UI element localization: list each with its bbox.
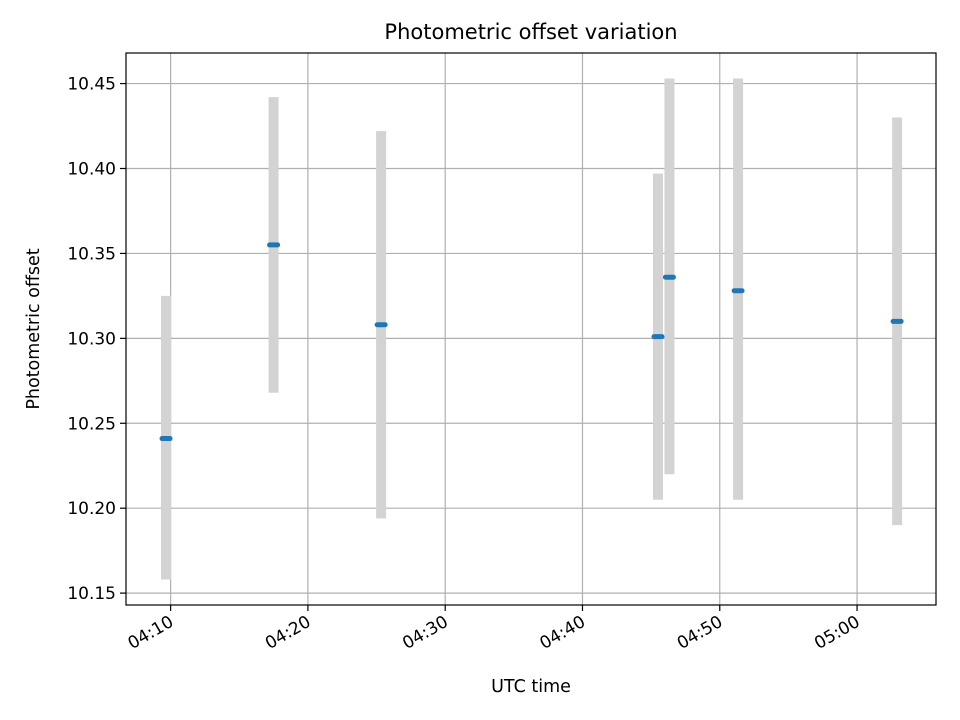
y-tick-label: 10.30 <box>67 329 116 349</box>
data-markers <box>159 242 904 442</box>
chart-title: Photometric offset variation <box>384 20 677 44</box>
y-axis-label: Photometric offset <box>24 248 44 409</box>
y-tick-label: 10.35 <box>67 244 116 264</box>
y-tick-label: 10.45 <box>67 75 116 95</box>
y-tick-label: 10.25 <box>67 414 116 434</box>
x-axis-label: UTC time <box>491 677 571 697</box>
plot-frame <box>125 52 937 606</box>
grid <box>126 53 936 605</box>
y-tick-label: 10.20 <box>67 499 116 519</box>
y-axis: 10.15 10.20 10.25 10.30 10.35 10.40 10.45 <box>67 75 126 604</box>
y-tick-label: 10.15 <box>67 584 116 604</box>
y-tick-label: 10.40 <box>67 159 116 179</box>
